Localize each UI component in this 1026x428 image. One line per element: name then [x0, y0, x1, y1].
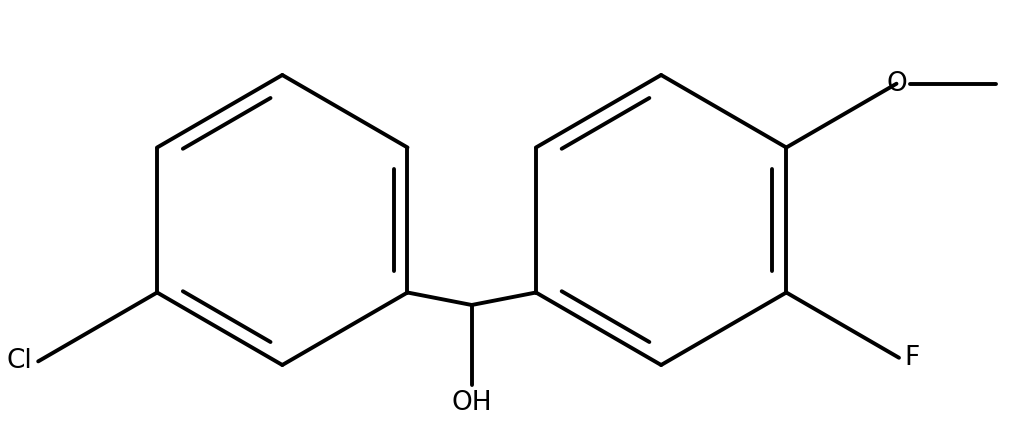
- Text: Cl: Cl: [6, 348, 32, 374]
- Text: F: F: [904, 345, 919, 371]
- Text: O: O: [886, 71, 907, 97]
- Text: OH: OH: [451, 390, 492, 416]
